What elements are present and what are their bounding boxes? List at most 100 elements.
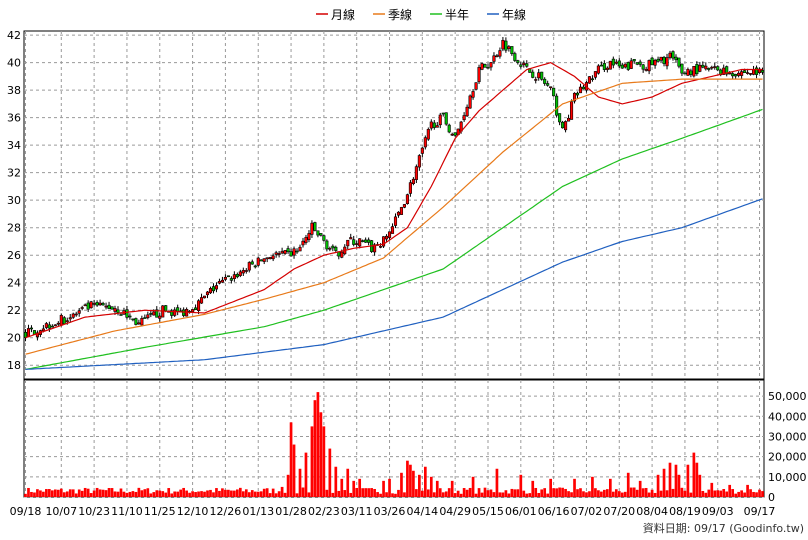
candle-down [182,309,186,316]
candle-up [686,69,690,76]
candle-up [480,63,484,70]
volume-bar [367,488,370,497]
candle-up [80,307,84,309]
candle-up [704,65,708,70]
candle-down [47,324,51,329]
candle-up [435,125,439,128]
candle-up [492,55,496,62]
candle-down [674,56,678,61]
candle-down [486,67,490,69]
volume-bar [603,489,606,497]
volume-bar [182,487,185,497]
candle-down [226,275,230,278]
candle-up [722,67,726,75]
volume-bar [256,491,260,497]
volume-bar [385,492,388,497]
candle-down [149,313,153,315]
price-tick-label: 42 [7,29,21,42]
volume-bar [295,493,299,497]
x-tick-label: 11/25 [144,505,176,518]
volume-plot-frame [23,379,765,498]
candle-up [746,72,750,74]
x-tick-label: 10/07 [45,505,77,518]
candle-down [555,95,559,116]
volume-bar [415,489,418,497]
candle-up [587,76,591,84]
volume-bar [734,493,737,497]
candle-up [450,133,454,136]
volume-bar [200,491,203,497]
x-tick-label: 04/29 [439,505,471,518]
candle-down [134,318,138,325]
volume-bar [453,493,457,497]
data-date-footer: 資料日期: 09/17 (Goodinfo.tw) [643,521,804,535]
candle-down [546,83,550,86]
candle-up [384,235,389,240]
candle-down [447,124,451,133]
volume-bar [277,491,281,497]
candle-up [417,155,421,168]
volume-bar [382,480,385,497]
candle-down [441,112,445,115]
volume-bar [477,488,481,497]
volume-bar [268,493,272,497]
candle-up [749,73,753,75]
volume-bar [83,487,87,497]
volume-bar [241,491,245,497]
candle-down [510,46,514,54]
candle-up [146,314,150,319]
candle-down [164,305,168,312]
candle-up [280,251,284,254]
candle-down [611,58,615,66]
candle-up [238,271,242,276]
volume-bar [274,493,278,497]
volume-bar [418,474,421,497]
legend-label: 月線 [331,7,355,22]
volume-bar [632,487,636,497]
volume-bar [608,478,612,497]
candle-down [322,235,326,241]
volume-bar [623,491,627,497]
volume-bar [406,460,409,497]
price-tick-label: 36 [7,112,21,125]
candle-up [507,46,511,49]
legend: 月線 季線 半年 年線 [316,7,526,22]
candle-down [650,57,654,66]
volume-bar [426,489,430,497]
candle-down [235,274,239,278]
volume-bar [597,490,600,497]
volume-bar [158,490,162,497]
volume-bar [98,489,102,497]
candle-up [113,308,117,312]
volume-bar [743,492,746,497]
volume-bar [707,489,711,497]
candle-up [414,166,418,180]
candle-down [599,64,603,67]
volume-bar [400,472,403,497]
candle-up [56,322,60,325]
candle-down [540,71,544,80]
candle-down [170,310,174,316]
candle-up [623,63,627,68]
volume-bar [289,422,293,497]
volume-bar [125,492,129,497]
candle-up [593,71,597,78]
candle-up [474,82,478,90]
candle-down [590,78,594,81]
volume-bar [24,493,27,497]
volume-bar [161,491,165,497]
volume-bar [728,484,732,497]
candle-up [349,237,353,240]
candle-down [483,64,487,68]
volume-tick-label: 40,000 [768,410,807,423]
x-tick-label: 02/23 [308,505,340,518]
volume-bar [701,490,705,497]
x-tick-label: 07/02 [571,505,603,518]
volume-bar [334,466,338,497]
volume-bar [110,488,114,497]
volume-bar [722,489,726,497]
candle-down [50,325,54,328]
candle-down [432,122,436,128]
volume-bar [143,489,147,497]
price-tick-label: 26 [7,249,21,262]
